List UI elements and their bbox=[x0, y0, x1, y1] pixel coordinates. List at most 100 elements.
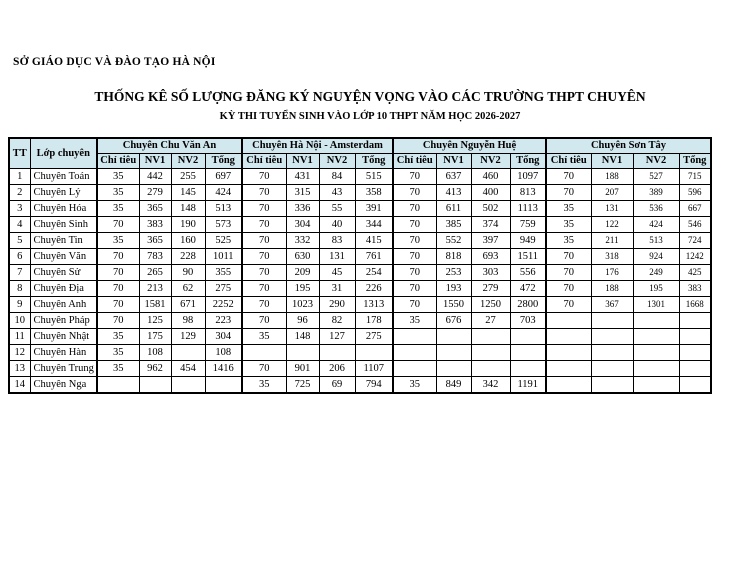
table-cell: 513 bbox=[632, 232, 680, 249]
table-cell: 949 bbox=[509, 232, 547, 249]
sub-header-tong: Tổng bbox=[678, 153, 712, 169]
table-cell: 515 bbox=[354, 168, 394, 185]
class-name: Chuyên Địa bbox=[29, 280, 98, 297]
table-cell: 70 bbox=[241, 280, 287, 297]
table-cell: 70 bbox=[392, 232, 437, 249]
sub-header-nv2: NV2 bbox=[318, 153, 356, 169]
table-cell: 131 bbox=[590, 200, 634, 217]
table-cell: 818 bbox=[435, 248, 472, 265]
table-cell: 783 bbox=[138, 248, 172, 265]
table-cell: 35 bbox=[545, 216, 592, 233]
table-cell: 676 bbox=[435, 312, 472, 329]
sub-header-nv1: NV1 bbox=[590, 153, 634, 169]
table-cell: 213 bbox=[138, 280, 172, 297]
table-cell: 83 bbox=[318, 232, 356, 249]
table-cell: 454 bbox=[170, 360, 206, 377]
table-row: 12 Chuyên Hàn 35 108 108 bbox=[8, 344, 712, 361]
class-name: Chuyên Sử bbox=[29, 264, 98, 281]
table-cell bbox=[632, 328, 680, 345]
table-cell: 70 bbox=[241, 296, 287, 313]
table-cell: 70 bbox=[392, 184, 437, 201]
table-cell bbox=[545, 376, 592, 394]
table-cell: 279 bbox=[470, 280, 511, 297]
table-cell: 228 bbox=[170, 248, 206, 265]
table-cell: 70 bbox=[545, 168, 592, 185]
table-cell: 397 bbox=[470, 232, 511, 249]
table-cell: 129 bbox=[170, 328, 206, 345]
table-cell bbox=[678, 328, 712, 345]
table-cell: 35 bbox=[96, 360, 140, 377]
table-cell: 70 bbox=[96, 264, 140, 281]
table-cell: 27 bbox=[470, 312, 511, 329]
row-number: 9 bbox=[8, 296, 31, 313]
table-cell: 131 bbox=[318, 248, 356, 265]
table-cell bbox=[678, 360, 712, 377]
table-cell: 279 bbox=[138, 184, 172, 201]
sub-header-nv1: NV1 bbox=[285, 153, 320, 169]
table-cell: 35 bbox=[392, 312, 437, 329]
table-cell: 108 bbox=[204, 344, 243, 361]
table-cell: 35 bbox=[241, 328, 287, 345]
table-cell: 513 bbox=[204, 200, 243, 217]
row-number: 8 bbox=[8, 280, 31, 297]
table-row: 7 Chuyên Sử 70 265 90 355 70 209 45 254 70 253 303 55… bbox=[8, 264, 712, 281]
table-cell: 70 bbox=[241, 216, 287, 233]
table-cell: 611 bbox=[435, 200, 472, 217]
table-cell: 1250 bbox=[470, 296, 511, 313]
col-header-class: Lớp chuyên bbox=[29, 137, 98, 169]
class-name: Chuyên Hóa bbox=[29, 200, 98, 217]
table-cell: 160 bbox=[170, 232, 206, 249]
table-cell bbox=[590, 344, 634, 361]
table-cell: 367 bbox=[590, 296, 634, 313]
table-cell: 82 bbox=[318, 312, 356, 329]
table-cell: 391 bbox=[354, 200, 394, 217]
class-name: Chuyên Hàn bbox=[29, 344, 98, 361]
table-cell: 70 bbox=[241, 200, 287, 217]
table-cell: 35 bbox=[96, 168, 140, 185]
table-cell: 176 bbox=[590, 264, 634, 281]
table-cell: 70 bbox=[96, 216, 140, 233]
table-cell: 70 bbox=[96, 312, 140, 329]
table-cell: 1023 bbox=[285, 296, 320, 313]
table-cell: 275 bbox=[354, 328, 394, 345]
table-cell: 318 bbox=[590, 248, 634, 265]
table-cell bbox=[590, 360, 634, 377]
table-cell: 70 bbox=[241, 312, 287, 329]
table-cell: 527 bbox=[632, 168, 680, 185]
table-cell: 794 bbox=[354, 376, 394, 394]
table-cell: 358 bbox=[354, 184, 394, 201]
table-cell: 70 bbox=[392, 168, 437, 185]
table-cell: 255 bbox=[170, 168, 206, 185]
table-cell: 43 bbox=[318, 184, 356, 201]
table-cell: 389 bbox=[632, 184, 680, 201]
table-cell: 1511 bbox=[509, 248, 547, 265]
table-cell bbox=[678, 344, 712, 361]
table-cell: 759 bbox=[509, 216, 547, 233]
row-number: 7 bbox=[8, 264, 31, 281]
table-header: TT Lớp chuyên Chuyên Chu Văn An Chuyên H… bbox=[8, 137, 712, 169]
table-cell: 275 bbox=[204, 280, 243, 297]
table-cell bbox=[392, 360, 437, 377]
sub-header-chi-tieu: Chỉ tiêu bbox=[545, 153, 592, 169]
sub-header-nv2: NV2 bbox=[470, 153, 511, 169]
class-name: Chuyên Toán bbox=[29, 168, 98, 185]
class-name: Chuyên Trung bbox=[29, 360, 98, 377]
table-cell: 207 bbox=[590, 184, 634, 201]
table-cell: 190 bbox=[170, 216, 206, 233]
table-cell bbox=[632, 360, 680, 377]
table-body: 1 Chuyên Toán 35 442 255 697 70 431 84 515 70 637 46… bbox=[8, 168, 712, 394]
table-cell: 70 bbox=[392, 264, 437, 281]
table-cell: 596 bbox=[678, 184, 712, 201]
table-cell: 70 bbox=[241, 168, 287, 185]
table-cell: 70 bbox=[96, 280, 140, 297]
table-cell: 35 bbox=[96, 200, 140, 217]
table-cell bbox=[545, 328, 592, 345]
table-row: 5 Chuyên Tin 35 365 160 525 70 332 83 415 70 552 397… bbox=[8, 232, 712, 249]
table-cell: 355 bbox=[204, 264, 243, 281]
table-cell bbox=[470, 360, 511, 377]
sub-header-chi-tieu: Chỉ tiêu bbox=[241, 153, 287, 169]
row-number: 6 bbox=[8, 248, 31, 265]
table-cell: 265 bbox=[138, 264, 172, 281]
table-cell: 70 bbox=[545, 248, 592, 265]
table-cell: 1668 bbox=[678, 296, 712, 313]
